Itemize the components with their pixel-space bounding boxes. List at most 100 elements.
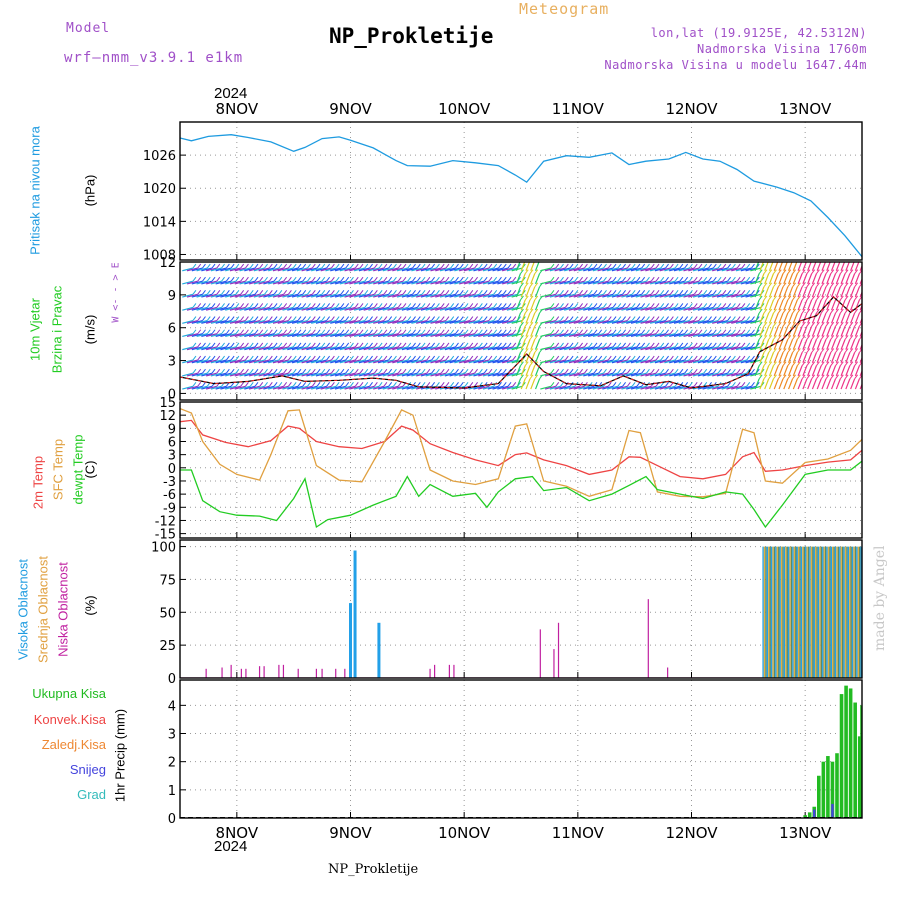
wind-barb-flag <box>211 263 216 269</box>
date-label-top: 13NOV <box>779 100 832 118</box>
wind-barb-flag <box>773 308 777 314</box>
wind-barb <box>320 385 332 390</box>
wind-barb-flag <box>202 290 206 295</box>
wind-barb-flag <box>746 382 751 387</box>
wind-barb-flag <box>369 342 373 348</box>
wind-barb-flag <box>731 368 736 374</box>
wind-barb <box>487 293 499 298</box>
wind-barb <box>406 320 418 324</box>
wind-barb <box>688 320 700 324</box>
wind-barb <box>182 333 194 338</box>
wind-barb-flag <box>741 329 746 335</box>
wind-barb <box>315 320 327 324</box>
wind-barb-flag <box>751 368 755 374</box>
wind-barb <box>764 365 770 377</box>
wind-barb <box>702 320 714 324</box>
wind-barb-flag <box>741 316 746 321</box>
wind-barb-flag <box>469 290 474 295</box>
wind-barb <box>597 320 609 324</box>
wind-barb <box>788 339 794 350</box>
y-tick-label: -3 <box>163 475 176 490</box>
wind-barb <box>234 385 246 390</box>
wind-barb-flag <box>407 263 412 269</box>
wind-barb <box>645 293 657 298</box>
wind-barb <box>220 333 232 338</box>
wind-barb-flag <box>259 342 264 348</box>
wind-barb-flag <box>474 303 478 308</box>
wind-barb-flag <box>426 290 431 295</box>
wind-barb-flag <box>854 269 859 274</box>
wind-barb <box>515 273 521 285</box>
wind-barb <box>373 306 385 311</box>
wind-barb-flag <box>211 329 216 335</box>
wind-barb <box>745 280 757 285</box>
wind-barb-flag <box>464 368 469 374</box>
wind-barb <box>640 306 652 311</box>
wind-barb-flag <box>350 316 354 321</box>
wind-barb <box>506 372 518 377</box>
wind-barb-flag <box>216 290 221 295</box>
wind-barb-flag <box>364 303 369 308</box>
wind-barb-flag <box>388 329 393 335</box>
wind-barb <box>468 320 480 324</box>
wind-barb-flag <box>416 276 421 282</box>
wind-barb <box>649 306 661 311</box>
wind-barb <box>487 346 499 351</box>
wind-barb-flag <box>455 290 459 295</box>
wind-barb-flag <box>345 382 350 387</box>
wind-barb-flag <box>598 342 603 348</box>
wind-barb-flag <box>674 276 679 282</box>
wind-barb-flag <box>598 368 603 374</box>
wind-barb-flag <box>216 355 221 361</box>
wind-barb <box>807 273 813 285</box>
wind-barb-flag <box>641 316 646 321</box>
wind-barb <box>497 267 509 272</box>
wind-barb <box>534 339 541 350</box>
wind-barb <box>416 267 428 272</box>
wind-barb <box>607 372 618 377</box>
wind-barb-flag <box>311 276 316 282</box>
meteogram-label: Meteogram <box>519 0 610 18</box>
wind-barb-flag <box>820 361 825 366</box>
wind-barb <box>559 372 571 377</box>
wind-barb <box>616 293 628 298</box>
wind-barb <box>540 306 552 311</box>
wind-barb <box>564 320 575 324</box>
wind-barb <box>315 280 327 285</box>
wind-barb <box>349 333 361 338</box>
wind-barb <box>234 293 246 298</box>
wind-barb-flag <box>674 368 679 374</box>
wind-barb-flag <box>626 382 631 387</box>
wind-barb <box>268 293 280 298</box>
wind-barb <box>210 372 222 377</box>
wind-barb <box>688 280 700 285</box>
wind-barb-flag <box>507 276 512 282</box>
wind-barb <box>473 372 485 377</box>
wind-barb <box>368 372 380 377</box>
wind-barb <box>396 306 408 311</box>
total-precip-bar <box>839 694 844 818</box>
wind-barb <box>416 293 428 298</box>
wind-barb <box>277 346 289 351</box>
wind-barb <box>788 299 794 311</box>
wind-barb <box>564 359 575 364</box>
wind-barb-flag <box>641 382 646 387</box>
wind-barb <box>239 359 251 364</box>
wind-barb-flag <box>450 355 455 361</box>
wind-barb-flag <box>297 316 302 321</box>
wind-barb-flag <box>693 303 698 308</box>
wind-barb <box>301 267 313 272</box>
wind-barb <box>568 359 580 364</box>
wind-barb <box>373 359 385 364</box>
wind-barb-flag <box>416 329 421 335</box>
wind-barb <box>640 346 652 351</box>
wind-barb-flag <box>864 335 867 339</box>
model-elevation: Nadmorska Visina u modelu 1647.44m <box>604 58 867 72</box>
wind-barb <box>263 306 275 311</box>
wind-barb-flag <box>359 290 364 295</box>
wind-barb <box>411 346 423 351</box>
wind-barb <box>201 306 213 311</box>
wind-barb <box>311 306 322 311</box>
wind-barb-flag <box>689 355 693 361</box>
wind-barb <box>649 293 661 298</box>
